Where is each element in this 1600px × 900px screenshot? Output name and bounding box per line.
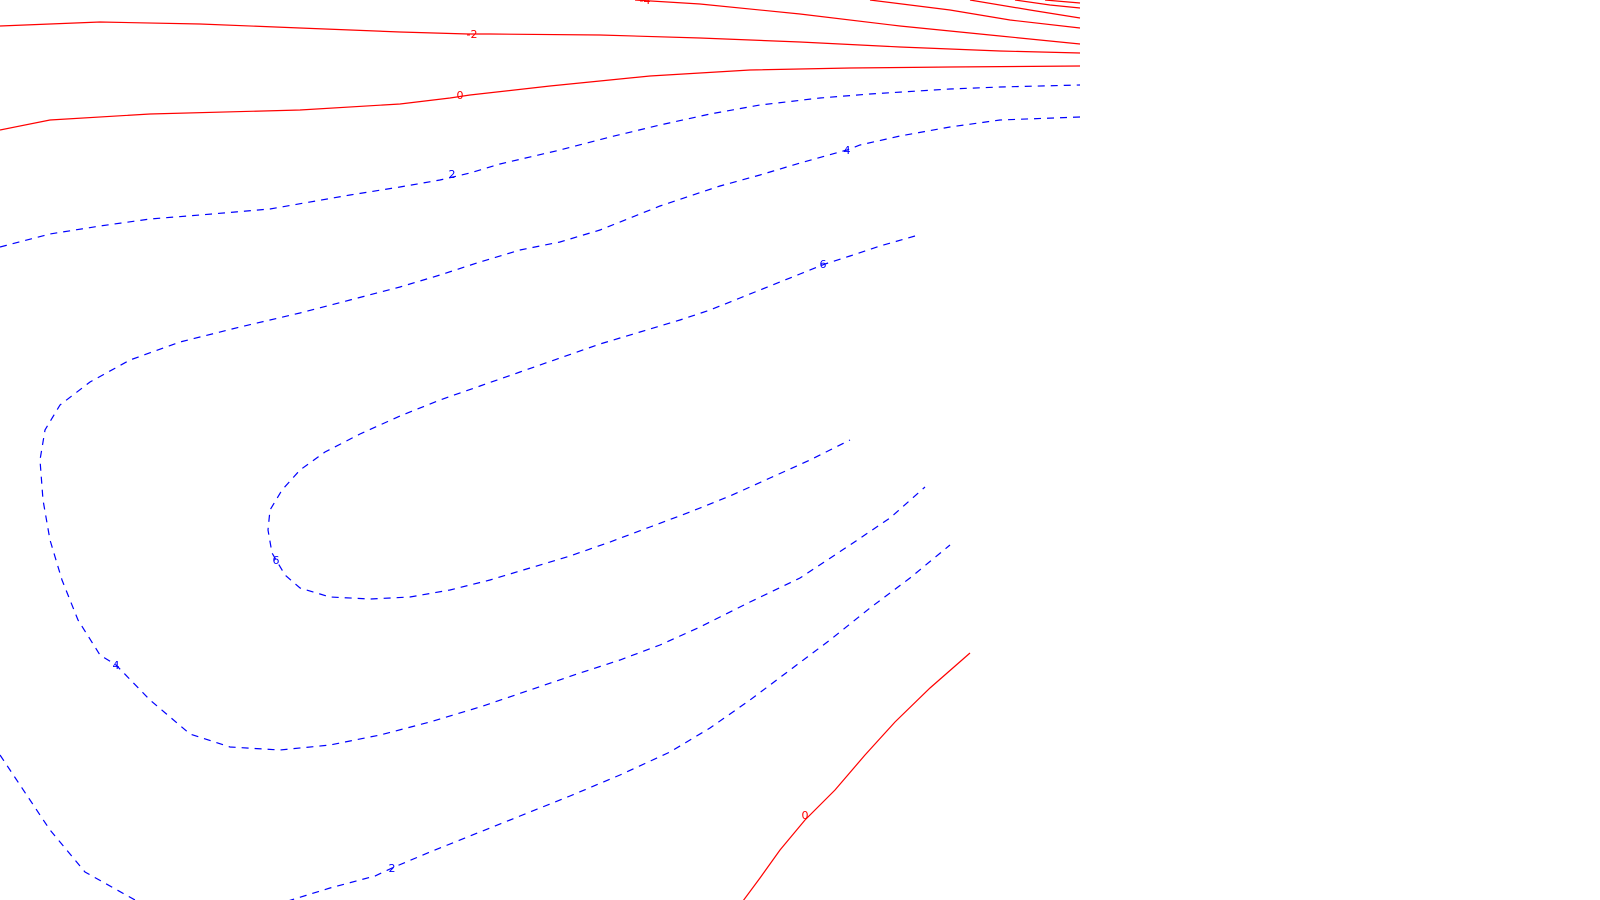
contour-label-6-upper: 6 <box>820 258 827 271</box>
contour-label-2-top: 2 <box>449 168 456 181</box>
contour-line-fan <box>869 0 1081 29</box>
contour-label-4-top: 4 <box>844 144 851 157</box>
contour-label-neg4: -4 <box>640 0 651 7</box>
contour-label-4-bottom: 4 <box>113 659 120 672</box>
contour-line-6 <box>267 235 916 600</box>
contour-line-fan <box>1014 0 1081 9</box>
contour-line-fan <box>969 0 1081 19</box>
contour-line-4 <box>39 116 1081 751</box>
contour-label-0-top: 0 <box>457 89 464 102</box>
contour-line-neg4 <box>634 0 1081 45</box>
contour-line-2-top <box>0 84 1081 248</box>
contour-line-2-bottom <box>0 754 136 900</box>
contour-line-neg2 <box>0 21 1081 54</box>
contour-line-fan <box>1044 0 1081 4</box>
contour-label-6-lower: 6 <box>273 554 280 567</box>
contour-label-0-bottom: 0 <box>802 809 809 822</box>
contour-label-neg2: -2 <box>467 28 478 41</box>
contour-label-2-bottom: 2 <box>389 862 396 875</box>
contour-line-0-bottom <box>742 652 971 900</box>
contour-line-2-bottom <box>289 544 951 900</box>
contour-line-0-top <box>0 65 1081 131</box>
